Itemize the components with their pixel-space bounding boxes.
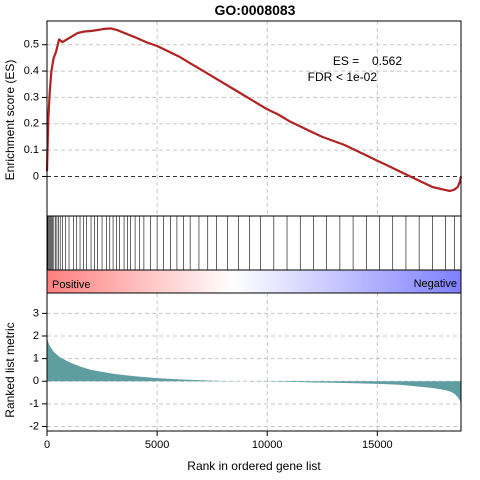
- metric-y-axis: -2 -1 0 1 2 3: [29, 307, 47, 432]
- metric-grid: [47, 293, 461, 431]
- es-y-tick-label: 0.3: [24, 91, 39, 103]
- x-tick-label: 10000: [252, 439, 283, 451]
- x-axis-label: Rank in ordered gene list: [187, 459, 321, 473]
- negative-label: Negative: [414, 278, 457, 290]
- es-y-tick-label: 0.5: [24, 39, 39, 51]
- x-axis: 0 5000 10000 15000: [44, 431, 393, 451]
- hit-marks-layer: [47, 216, 455, 270]
- metric-y-tick-label: -2: [29, 420, 39, 432]
- metric-y-tick-label: 3: [33, 307, 39, 319]
- x-tick-label: 15000: [362, 439, 393, 451]
- es-grid: [47, 21, 461, 216]
- ranked-metric-layer: [47, 338, 461, 404]
- es-curve-layer: [45, 27, 463, 193]
- es-y-tick-label: 0.1: [24, 144, 39, 156]
- plot-frame: [46, 20, 462, 432]
- metric-y-tick-label: -1: [29, 398, 39, 410]
- es-y-tick-label: 0.2: [24, 118, 39, 130]
- metric-y-tick-label: 0: [33, 375, 39, 387]
- es-annotation-label: ES =: [333, 54, 359, 68]
- es-y-tick-label: 0.4: [24, 65, 39, 77]
- x-tick-label: 0: [44, 439, 50, 451]
- metric-y-tick-label: 1: [33, 353, 39, 365]
- ranked-metric-area: [47, 338, 461, 404]
- chart-title: GO:0008083: [215, 2, 296, 18]
- fdr-annotation-label: FDR: [308, 70, 333, 84]
- x-tick-label: 5000: [145, 439, 169, 451]
- positive-label: Positive: [52, 279, 91, 291]
- metric-y-axis-label: Ranked list metric: [3, 322, 17, 417]
- es-annotation-value: 0.562: [372, 54, 402, 68]
- es-y-axis: 0 0.1 0.2 0.3 0.4 0.5: [24, 39, 47, 182]
- es-y-axis-label: Enrichment score (ES): [3, 60, 17, 181]
- es-curve: [45, 27, 463, 193]
- fdr-annotation-value: < 1e-02: [336, 70, 377, 84]
- metric-y-tick-label: 2: [33, 330, 39, 342]
- es-y-tick-label: 0: [33, 170, 39, 182]
- rank-gradient-bar: [47, 270, 461, 293]
